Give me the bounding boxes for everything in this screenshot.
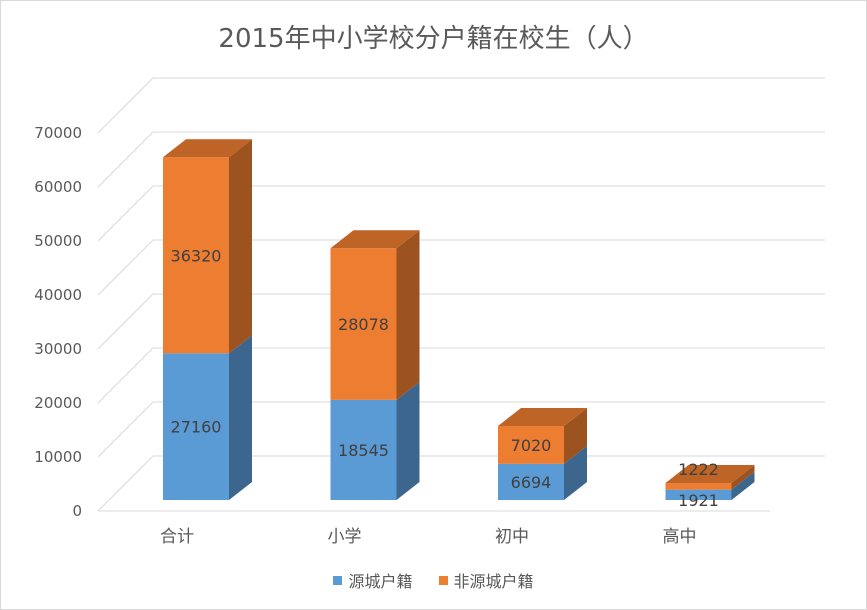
bar-front xyxy=(163,353,229,500)
legend-swatch-series-0 xyxy=(333,575,343,585)
bar-side xyxy=(731,465,755,490)
bar-top xyxy=(163,139,252,158)
bar-side xyxy=(229,139,252,354)
x-tick-label: 高中 xyxy=(663,527,697,547)
legend-item-series-0: 源城户籍 xyxy=(333,568,413,592)
y-tick-label: 60000 xyxy=(34,178,82,196)
bar-side xyxy=(564,445,587,500)
data-label: 36320 xyxy=(171,246,222,265)
bar-top xyxy=(330,230,420,249)
data-label: 27160 xyxy=(171,418,222,437)
legend-label-series-0: 源城户籍 xyxy=(348,572,413,591)
bar-side xyxy=(396,381,420,500)
bar-front xyxy=(665,483,732,490)
bar-top xyxy=(498,407,587,426)
bar-front xyxy=(330,399,397,500)
y-tick-label: 0 xyxy=(72,502,82,520)
y-tick-label: 40000 xyxy=(34,286,82,304)
y-tick-label: 70000 xyxy=(34,124,82,142)
legend-swatch-series-1 xyxy=(438,575,448,585)
gridline-side xyxy=(97,131,154,188)
bar-front xyxy=(330,248,397,400)
y-tick-label: 50000 xyxy=(34,232,82,250)
legend-label-series-1: 非源城户籍 xyxy=(453,572,534,591)
data-label: 1222 xyxy=(678,460,719,479)
bar-side xyxy=(396,230,420,400)
gridline-side xyxy=(97,185,154,242)
bar-front xyxy=(665,489,732,500)
bar-side xyxy=(229,335,252,500)
bar-front xyxy=(498,425,564,464)
bar-front xyxy=(498,463,564,500)
y-tick-label: 30000 xyxy=(34,340,82,358)
data-label: 1921 xyxy=(678,491,719,510)
gridline-side xyxy=(97,239,154,296)
chart-legend: 源城户籍 非源城户籍 xyxy=(0,568,867,592)
x-tick-label: 小学 xyxy=(328,527,362,547)
y-tick-label: 20000 xyxy=(34,394,82,412)
bar-front xyxy=(163,157,229,354)
gridline-side xyxy=(97,293,154,350)
legend-item-series-1: 非源城户籍 xyxy=(438,568,534,592)
gridline-side xyxy=(97,347,154,404)
data-label: 28078 xyxy=(338,315,389,334)
bar-top xyxy=(665,465,755,484)
bar-side xyxy=(731,471,755,500)
gridline-side xyxy=(97,455,154,512)
x-tick-label: 合计 xyxy=(160,527,194,547)
chart-title: 2015年中小学校分户籍在校生（人） xyxy=(218,24,649,54)
gridline-side xyxy=(97,401,154,458)
data-label: 18545 xyxy=(338,441,389,460)
gridline-side xyxy=(97,77,154,134)
data-label: 6694 xyxy=(511,473,552,492)
y-tick-label: 10000 xyxy=(34,448,82,466)
data-label: 7020 xyxy=(511,436,552,455)
bar-side xyxy=(564,407,587,464)
x-tick-label: 初中 xyxy=(495,527,529,547)
